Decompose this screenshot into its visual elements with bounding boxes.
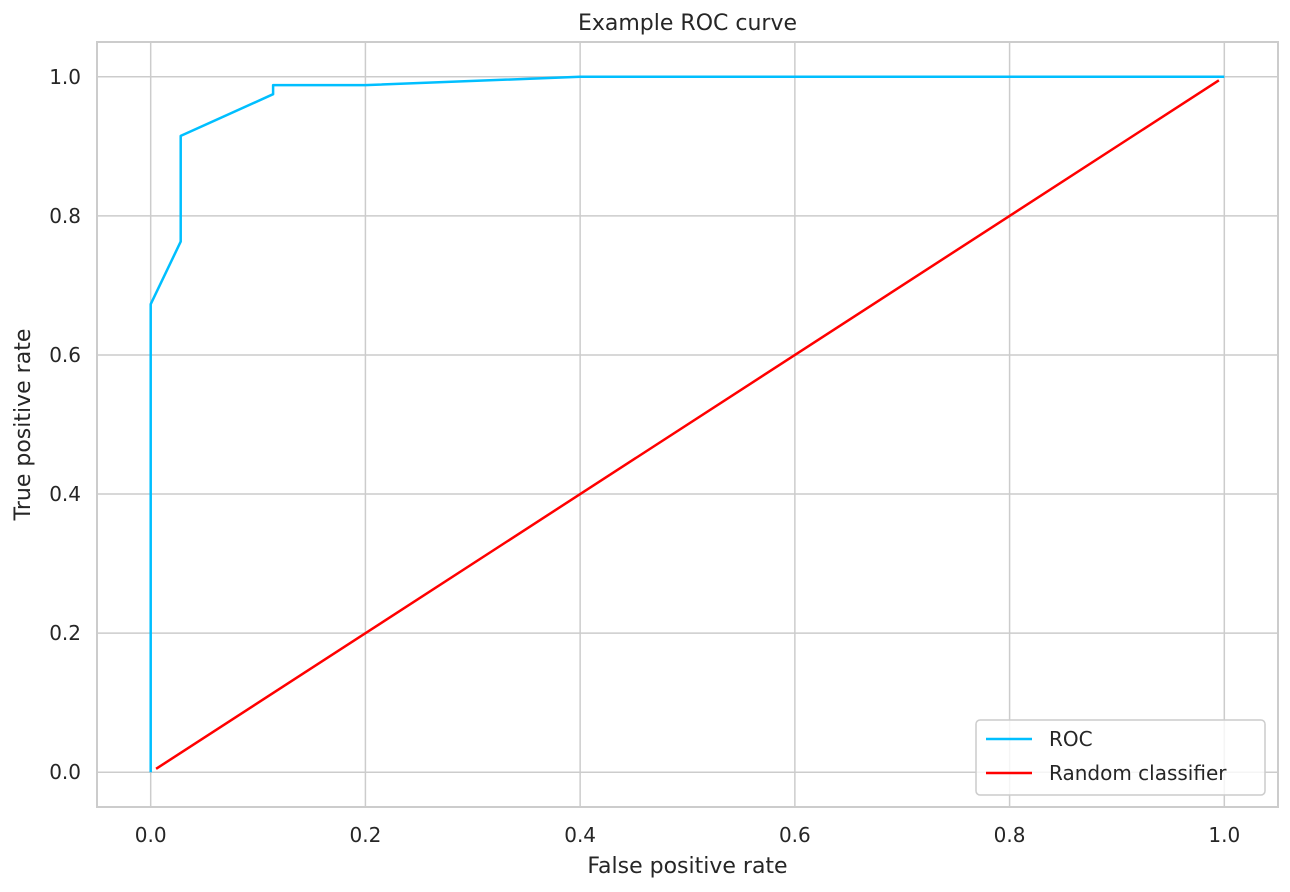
x-axis-title: False positive rate — [587, 854, 787, 879]
legend: ROC Random classifier — [975, 719, 1266, 796]
x-tick-label: 0.8 — [994, 823, 1026, 847]
x-tick-label: 0.4 — [564, 823, 596, 847]
x-tick-label: 0.2 — [350, 823, 382, 847]
roc-curve-line — [149, 75, 1225, 773]
chart-title: Example ROC curve — [578, 11, 797, 36]
y-tick-label: 0.6 — [49, 343, 81, 367]
grid-lines — [97, 42, 1278, 807]
y-tick-label: 0.4 — [49, 482, 81, 506]
y-tick-label: 0.2 — [49, 621, 81, 645]
y-axis-title: True positive rate — [11, 329, 36, 522]
legend-box — [975, 719, 1266, 796]
x-tick-label: 0.6 — [779, 823, 811, 847]
legend-label-roc: ROC — [1049, 727, 1093, 751]
y-tick-label: 0.0 — [49, 760, 81, 784]
series-lines — [149, 75, 1225, 773]
y-tick-label: 1.0 — [49, 65, 81, 89]
x-tick-labels: 0.0 0.2 0.4 0.6 0.8 1.0 — [135, 823, 1240, 847]
x-tick-label: 1.0 — [1208, 823, 1240, 847]
random-classifier-line — [155, 79, 1220, 770]
y-tick-label: 0.8 — [49, 204, 81, 228]
x-tick-label: 0.0 — [135, 823, 167, 847]
y-tick-labels: 0.0 0.2 0.4 0.6 0.8 1.0 — [49, 65, 81, 784]
legend-label-random-classifier: Random classifier — [1049, 761, 1227, 785]
plot-frame — [96, 41, 1279, 808]
